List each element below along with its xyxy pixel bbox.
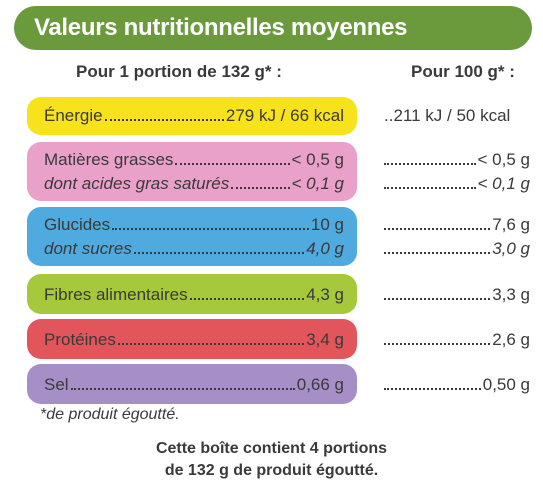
sel-band [27,364,357,404]
column-header-per100: Pour 100 g* : [411,62,515,81]
row-energie: Énergie 279 kJ / 66 kcal [44,104,344,126]
row-value: 4,3 g [306,285,344,304]
row-value: < 0,5 g [291,150,344,169]
row-sel: Sel 0,66 g [44,373,344,395]
dot-leader [133,252,305,254]
per100-fibres: 3,3 g [384,283,530,305]
footnote: *de produit égoutté. [40,406,180,423]
dot-leader [117,343,305,345]
proteines-band [27,319,357,359]
row-value: < 0,1 g [477,174,530,193]
row-value: 3,3 g [492,285,530,304]
per100-energie: ..211 kJ / 50 kcal [384,104,530,126]
dot-leader [189,298,305,300]
row-value: 3,0 g [492,239,530,258]
dot-leader [104,119,224,121]
per100-sucres: 3,0 g [384,237,530,259]
dot-leader [384,163,476,165]
row-label: Protéines [44,330,116,349]
row-value: ..211 kJ / 50 kcal [384,106,511,125]
dot-leader [70,388,295,390]
per100-proteines: 2,6 g [384,328,530,350]
row-label: Sel [44,375,69,394]
row-label: Énergie [44,106,103,125]
per100-glucides: 7,6 g [384,213,530,235]
row-matieres: Matières grasses < 0,5 g [44,148,344,170]
portion-summary: Cette boîte contient 4 portions de 132 g… [0,438,543,482]
dot-leader [384,298,491,300]
summary-line-2: de 132 g de produit égoutté. [164,462,379,479]
row-proteines: Protéines 3,4 g [44,328,344,350]
dot-leader [384,343,491,345]
row-label: Glucides [44,215,111,234]
dot-leader [384,388,481,390]
column-header-portion: Pour 1 portion de 132 g* : [76,62,282,81]
row-value: 0,50 g [482,375,530,394]
per100-sel: 0,50 g [384,373,530,395]
dot-leader [384,252,491,254]
energie-band [27,97,357,135]
row-sucres: dont sucres 4,0 g [44,237,344,259]
row-value: 7,6 g [492,215,530,234]
row-value: < 0,1 g [291,174,344,193]
dot-leader [231,187,290,189]
row-value: 0,66 g [296,375,344,394]
row-glucides: Glucides 10 g [44,213,344,235]
fibres-band [27,274,357,314]
dot-leader [384,187,476,189]
table-title: Valeurs nutritionnelles moyennes [14,6,532,50]
dot-leader [384,228,491,230]
glucides-band [27,207,357,266]
row-fibres: Fibres alimentaires 4,3 g [44,283,344,305]
row-satures: dont acides gras saturés < 0,1 g [44,172,344,194]
matieres-band [27,142,357,201]
summary-line-1: Cette boîte contient 4 portions [155,440,388,457]
row-label: Fibres alimentaires [44,285,188,304]
row-label: Matières grasses [44,150,174,169]
per100-matieres: < 0,5 g [384,148,530,170]
per100-satures: < 0,1 g [384,172,530,194]
row-value: 2,6 g [492,330,530,349]
row-label: dont acides gras saturés [44,174,230,193]
row-value: 3,4 g [306,330,344,349]
row-value: 279 kJ / 66 kcal [225,106,344,125]
dot-leader [112,228,309,230]
row-value: 10 g [310,215,344,234]
row-value: 4,0 g [306,239,344,258]
row-value: < 0,5 g [477,150,530,169]
dot-leader [175,163,290,165]
row-label: dont sucres [44,239,132,258]
